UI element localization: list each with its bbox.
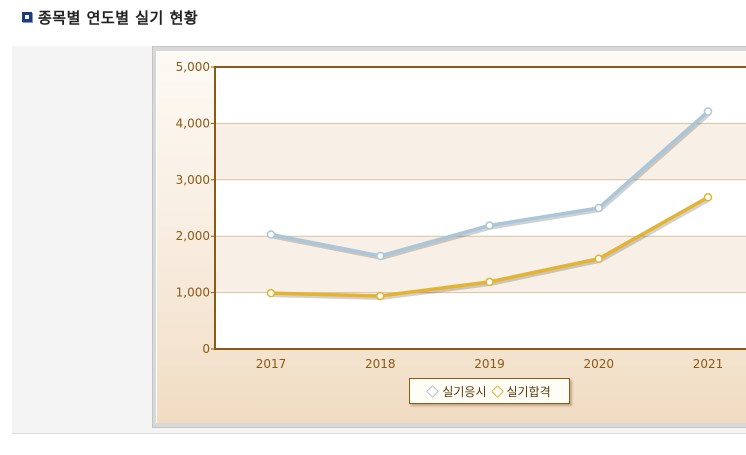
- legend-label-series-2: 실기합격: [506, 384, 551, 399]
- data-point-series-1: [485, 221, 494, 230]
- y-tick-label: 0: [202, 342, 210, 356]
- y-tick-label: 2,000: [176, 229, 210, 243]
- divider: [12, 433, 746, 434]
- y-tick-label: 4,000: [176, 116, 210, 130]
- square-bullet-icon: [22, 12, 32, 22]
- data-point-series-1: [703, 107, 713, 116]
- page-title: 종목별 연도별 실기 현황: [38, 8, 199, 27]
- section-header: 종목별 연도별 실기 현황: [22, 6, 198, 28]
- legend-marker-series-1: [426, 384, 440, 398]
- y-tick-label: 1,000: [176, 286, 210, 300]
- x-tick-label: 2017: [256, 357, 287, 371]
- plot-background: [215, 67, 746, 349]
- legend-item-series-2: 실기합격: [490, 383, 551, 400]
- chart-legend: 실기응시 실기합격: [409, 378, 570, 404]
- x-tick-label: 2020: [583, 357, 614, 371]
- legend-item-series-1: 실기응시: [426, 383, 487, 400]
- plot-border: [214, 66, 746, 350]
- legend-marker-series-2: [490, 384, 504, 398]
- y-tick-label: 5,000: [176, 60, 210, 74]
- grid-band: [215, 123, 746, 180]
- data-point-series-1: [594, 203, 603, 213]
- data-point-series-2: [266, 288, 276, 298]
- x-tick-label: 2021: [693, 357, 724, 371]
- data-point-series-2: [703, 193, 713, 202]
- x-tick-label: 2018: [365, 357, 396, 371]
- legend-label-series-1: 실기응시: [442, 384, 487, 399]
- data-point-series-2: [485, 277, 494, 287]
- data-point-series-1: [266, 230, 276, 239]
- y-tick-label: 3,000: [176, 173, 210, 187]
- data-point-series-2: [594, 254, 603, 264]
- data-point-series-2: [376, 291, 385, 301]
- data-point-series-1: [376, 251, 385, 261]
- x-tick-label: 2019: [474, 357, 505, 371]
